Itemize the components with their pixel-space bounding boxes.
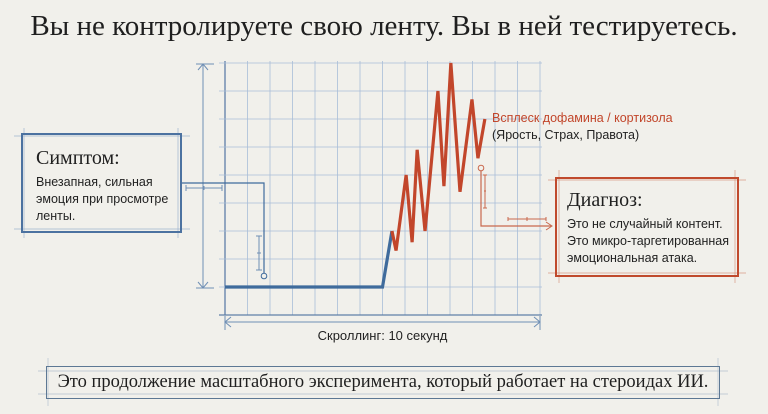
footer-statement: Это продолжение масштабного эксперимента… <box>46 366 720 399</box>
x-axis-label: Скроллинг: 10 секунд <box>317 328 448 343</box>
series-line-spike <box>390 62 487 251</box>
diagnosis-text: Это не случайный контент. Это микро-тарг… <box>567 217 730 265</box>
spike-sublabel: (Ярость, Страх, Правота) <box>492 128 640 142</box>
diagnosis-box: Диагноз: Это не случайный контент. Это м… <box>555 177 739 277</box>
annotations <box>14 63 746 406</box>
chart-series <box>225 62 487 289</box>
spike-label: Всплеск дофамина / кортизола <box>492 111 673 125</box>
diagnosis-connector-dot <box>477 164 485 172</box>
chart-grid <box>219 61 542 316</box>
symptom-heading: Симптом: <box>36 147 120 169</box>
symptom-text: Внезапная, сильная эмоция при просмотре … <box>36 175 169 223</box>
symptom-box: Симптом: Внезапная, сильная эмоция при п… <box>21 133 182 233</box>
symptom-connector-dot <box>260 272 268 280</box>
diagnosis-heading: Диагноз: <box>567 189 643 211</box>
series-line-calm <box>225 230 394 289</box>
diagnosis-connector <box>480 171 551 227</box>
page-title: Вы не контролируете свою ленту. Вы в ней… <box>30 10 738 42</box>
spike-annotation: Всплеск дофамина / кортизола (Ярость, Ст… <box>492 110 673 144</box>
symptom-connector <box>182 182 265 273</box>
